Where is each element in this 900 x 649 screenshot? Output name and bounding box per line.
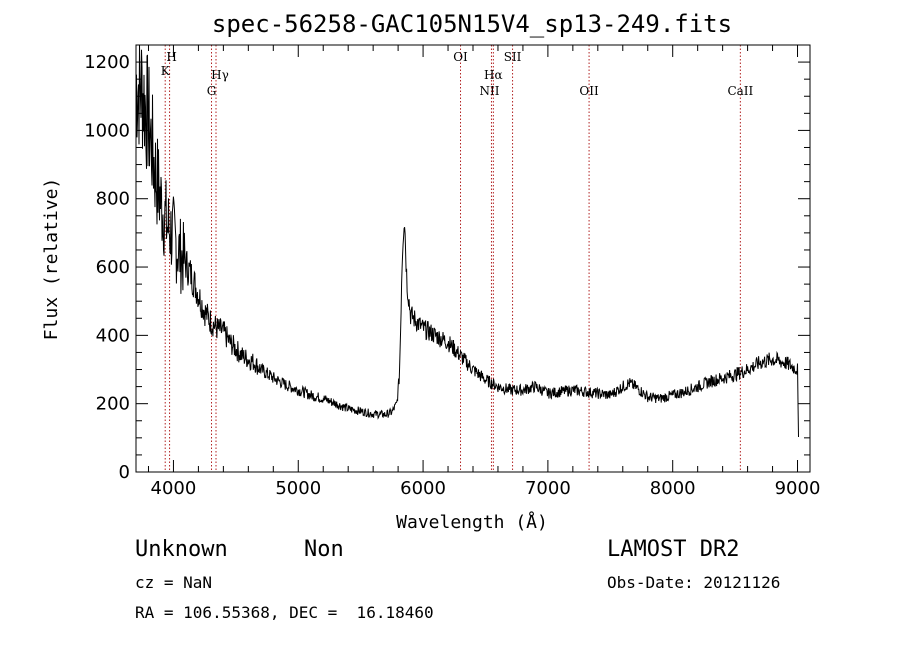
y-tick-label: 200 [96,394,130,415]
reference-line-label: NII [479,84,499,98]
y-tick-label: 1000 [84,120,130,141]
x-tick-label: 5000 [275,478,321,499]
reference-line-label: OI [453,50,468,64]
x-tick-label: 9000 [775,478,821,499]
object-class: Unknown [135,537,228,562]
reference-line-label: K [161,64,171,78]
x-axis: 4000 5000 6000 7000 8000 9000 [147,45,821,499]
reference-line-label: OII [579,84,599,98]
reference-line-label: CaII [727,84,753,98]
spectrum-line [135,44,799,438]
y-axis-label-group: Flux (relative) [41,178,62,341]
coordinates: RA = 106.55368, DEC = 16.18460 [135,603,434,622]
x-tick-label: 8000 [650,478,696,499]
y-axis: 0 200 400 600 800 1000 1200 [84,52,810,483]
y-tick-label: 400 [96,325,130,346]
redshift-cz: cz = NaN [135,573,213,592]
y-axis-label: Flux (relative) [41,178,62,341]
y-tick-label: 1200 [84,52,130,73]
reference-line-label: G [207,84,217,98]
x-axis-label: Wavelength (Å) [396,511,548,533]
object-subclass: Non [304,537,344,562]
y-tick-label: 0 [119,462,130,483]
x-tick-label: 7000 [525,478,571,499]
reference-line-label: Hα [484,68,503,82]
plot-frame [135,44,811,473]
reference-line-label: H [166,50,176,64]
y-tick-label: 600 [96,257,130,278]
chart-title: spec-56258-GAC105N15V4_sp13-249.fits [212,10,732,38]
y-tick-label: 800 [96,189,130,210]
reference-line-label: Hγ [211,68,229,82]
observation-date: Obs-Date: 20121126 [607,573,781,592]
reference-line-label: SII [504,50,522,64]
x-tick-label: 4000 [151,478,197,499]
survey-name: LAMOST DR2 [607,537,740,562]
x-tick-label: 6000 [400,478,446,499]
x-axis-label-group: Wavelength (Å) [396,511,548,533]
spectrum-series [135,44,799,438]
